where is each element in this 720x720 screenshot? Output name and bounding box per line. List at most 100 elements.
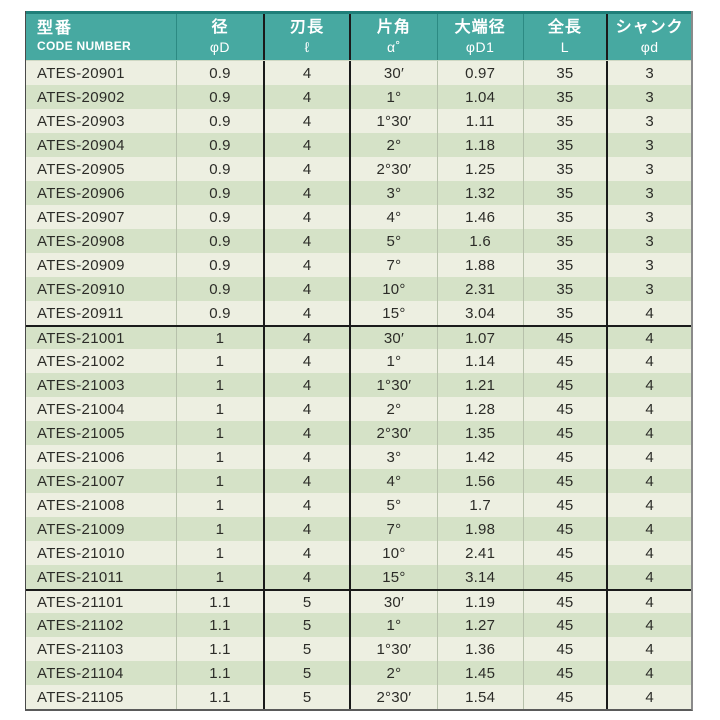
cell-code: ATES-21009 [37, 520, 125, 538]
cell-angle: 30′ [349, 591, 437, 613]
cell-l: 4 [263, 85, 349, 109]
cell-shank: 4 [606, 301, 691, 325]
cell-d: 0.9 [175, 61, 264, 85]
cell-angle: 3° [349, 445, 437, 469]
col-header-flute-length-jp: 刃長 [290, 19, 325, 37]
cell-shank: 3 [606, 157, 691, 181]
cell-shank: 4 [606, 661, 691, 685]
cell-d1: 1.46 [436, 205, 523, 229]
cell-shank: 4 [606, 637, 691, 661]
cell-d1: 1.11 [436, 109, 523, 133]
table-body: ATES-20901 0.9 4 30′ 0.97 35 3 ATES-2090… [26, 60, 691, 709]
col-header-shank: シャンク φd [606, 14, 691, 60]
col-header-flute-length: 刃長 ℓ [263, 14, 349, 60]
cell-d: 1 [175, 445, 264, 469]
cell-shank: 3 [606, 253, 691, 277]
cell-d: 0.9 [175, 253, 264, 277]
cell-L: 45 [522, 373, 607, 397]
cell-l: 5 [263, 661, 349, 685]
cell-d: 1.1 [175, 685, 264, 709]
table-row: ATES-21002 1 4 1° 1.14 45 4 [26, 349, 691, 373]
cell-L: 45 [522, 685, 607, 709]
cell-L: 45 [522, 327, 607, 349]
col-header-code-number: 型番 CODE NUMBER [26, 14, 176, 60]
cell-shank: 4 [606, 397, 691, 421]
cell-d1: 1.54 [436, 685, 523, 709]
cell-code: ATES-21103 [37, 640, 124, 658]
cell-L: 35 [522, 229, 607, 253]
cell-angle: 30′ [349, 327, 437, 349]
table-row: ATES-21104 1.1 5 2° 1.45 45 4 [26, 661, 691, 685]
cell-l: 4 [263, 565, 349, 589]
cell-l: 5 [263, 685, 349, 709]
table-row: ATES-20906 0.9 4 3° 1.32 35 3 [26, 181, 691, 205]
cell-d1: 1.14 [436, 349, 523, 373]
table-row: ATES-20910 0.9 4 10° 2.31 35 3 [26, 277, 691, 301]
cell-L: 45 [522, 565, 607, 589]
cell-angle: 1° [349, 613, 437, 637]
cell-d1: 1.88 [436, 253, 523, 277]
cell-d: 0.9 [175, 205, 264, 229]
cell-d: 1.1 [175, 613, 264, 637]
cell-d: 0.9 [175, 229, 264, 253]
cell-angle: 1°30′ [349, 109, 437, 133]
cell-angle: 7° [349, 253, 437, 277]
cell-l: 4 [263, 301, 349, 325]
cell-L: 35 [522, 61, 607, 85]
cell-angle: 10° [349, 277, 437, 301]
cell-code: ATES-21001 [37, 329, 125, 347]
cell-code: ATES-21005 [37, 424, 125, 442]
cell-L: 35 [522, 133, 607, 157]
cell-code: ATES-21006 [37, 448, 125, 466]
cell-shank: 4 [606, 565, 691, 589]
cell-shank: 3 [606, 205, 691, 229]
cell-shank: 4 [606, 541, 691, 565]
cell-L: 35 [522, 85, 607, 109]
cell-d1: 1.7 [436, 493, 523, 517]
cell-angle: 1°30′ [349, 373, 437, 397]
cell-shank: 4 [606, 327, 691, 349]
cell-code: ATES-21002 [37, 352, 125, 370]
col-header-large-end-diameter: 大端径 φD1 [436, 14, 523, 60]
cell-l: 4 [263, 373, 349, 397]
cell-L: 45 [522, 661, 607, 685]
table-row: ATES-21005 1 4 2°30′ 1.35 45 4 [26, 421, 691, 445]
cell-l: 4 [263, 253, 349, 277]
cell-shank: 4 [606, 517, 691, 541]
cell-code: ATES-21003 [37, 376, 125, 394]
cell-code: ATES-20911 [37, 304, 124, 322]
cell-code: ATES-20909 [37, 256, 125, 274]
cell-L: 35 [522, 277, 607, 301]
cell-d1: 3.04 [436, 301, 523, 325]
cell-code: ATES-20905 [37, 160, 125, 178]
table-row: ATES-21105 1.1 5 2°30′ 1.54 45 4 [26, 685, 691, 709]
cell-code: ATES-21004 [37, 400, 125, 418]
cell-L: 45 [522, 637, 607, 661]
cell-d1: 1.42 [436, 445, 523, 469]
cell-angle: 3° [349, 181, 437, 205]
cell-d1: 1.56 [436, 469, 523, 493]
cell-L: 35 [522, 205, 607, 229]
cell-d: 1 [175, 373, 264, 397]
cell-code: ATES-21104 [37, 664, 124, 682]
col-header-half-angle-jp: 片角 [376, 19, 411, 37]
table-row: ATES-21011 1 4 15° 3.14 45 4 [26, 565, 691, 589]
cell-code: ATES-20903 [37, 112, 125, 130]
cell-angle: 1° [349, 349, 437, 373]
cell-l: 5 [263, 637, 349, 661]
cell-l: 4 [263, 109, 349, 133]
cell-angle: 4° [349, 469, 437, 493]
col-header-half-angle: 片角 α˚ [349, 14, 437, 60]
cell-shank: 4 [606, 349, 691, 373]
col-header-diameter-sub: φD [209, 38, 231, 55]
cell-angle: 1°30′ [349, 637, 437, 661]
cell-d1: 1.04 [436, 85, 523, 109]
cell-l: 4 [263, 517, 349, 541]
cell-angle: 10° [349, 541, 437, 565]
cell-L: 45 [522, 349, 607, 373]
cell-l: 4 [263, 445, 349, 469]
cell-shank: 3 [606, 277, 691, 301]
cell-code: ATES-20904 [37, 136, 125, 154]
cell-angle: 2°30′ [349, 685, 437, 709]
